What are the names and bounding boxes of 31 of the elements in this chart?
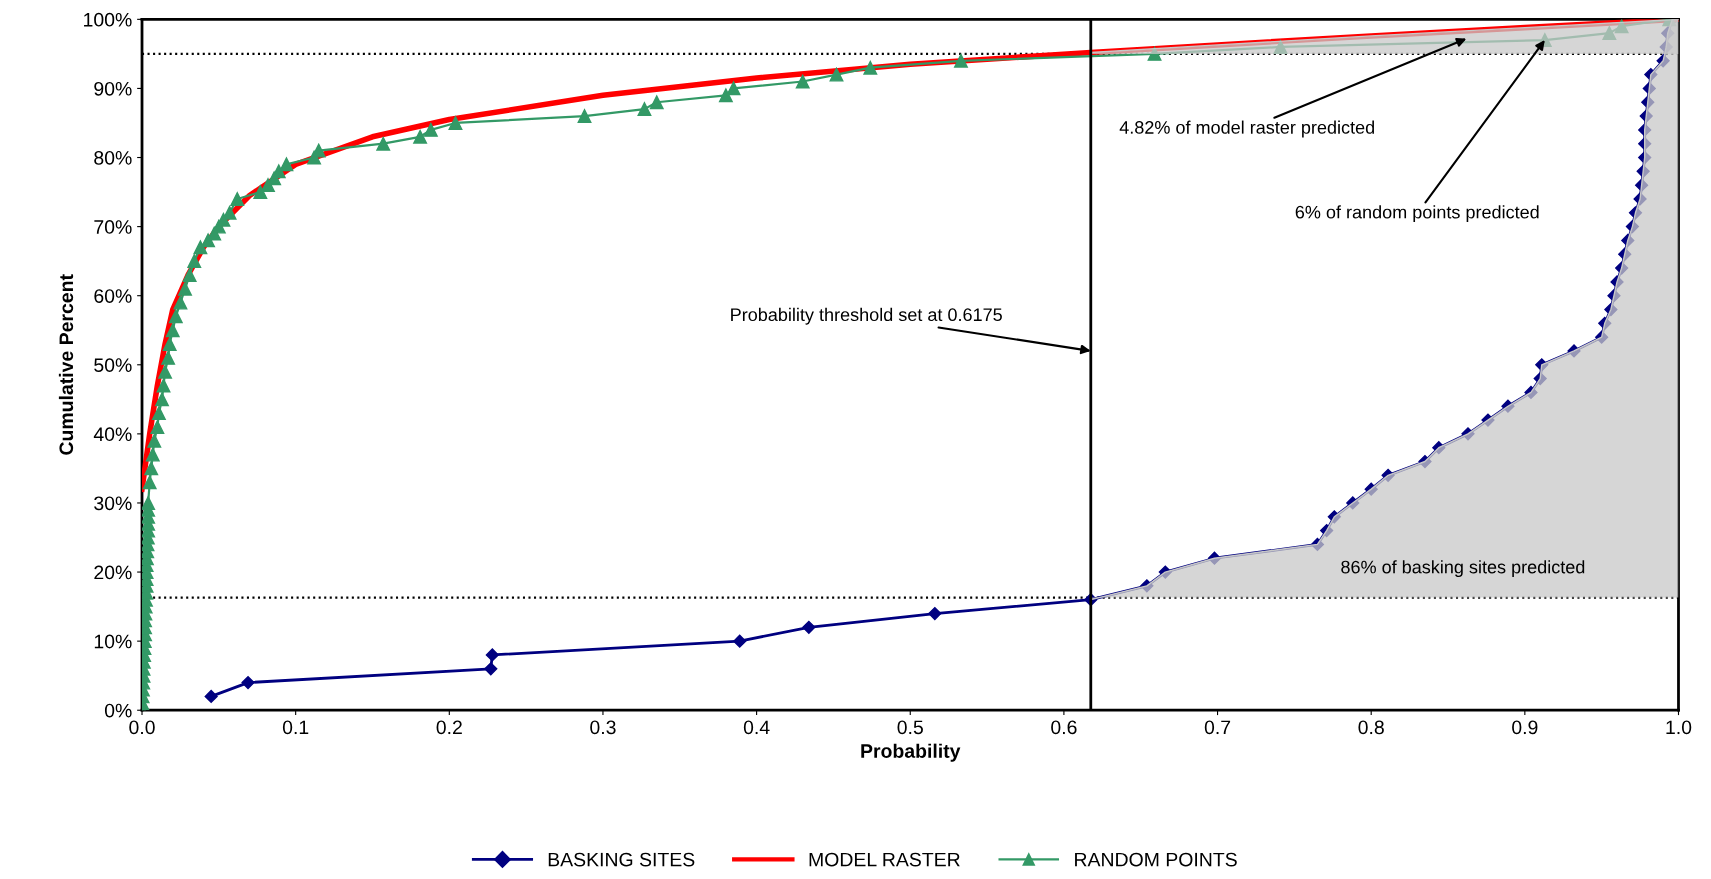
x-tick-label: 0.4 <box>743 720 770 735</box>
x-tick-label: 0.9 <box>1512 720 1538 735</box>
y-tick-label: 70% <box>94 220 132 234</box>
annotation: 6% of random points predicted <box>1295 205 1539 223</box>
x-tick-label: 0.5 <box>897 720 923 735</box>
y-tick-label: 0% <box>104 703 132 718</box>
x-tick-label: 0.6 <box>1051 720 1077 735</box>
legend-label: BASKING SITES <box>548 852 695 867</box>
x-tick-label: 1.0 <box>1666 720 1692 735</box>
x-tick-label: 0.2 <box>436 720 462 735</box>
x-tick-label: 0.8 <box>1358 720 1384 735</box>
y-tick-label: 40% <box>93 427 132 442</box>
y-tick-label: 50% <box>94 358 132 373</box>
y-tick-label: 80% <box>94 150 132 165</box>
legend-label: RANDOM POINTS <box>1075 852 1237 867</box>
y-axis-title: Cumulative Percent <box>58 274 74 455</box>
y-tick-label: 90% <box>94 81 132 96</box>
x-tick-label: 0.7 <box>1204 720 1231 735</box>
x-axis-title: Probability <box>861 743 961 762</box>
annotation: 4.82% of model raster predicted <box>1119 120 1374 138</box>
annotation: Probability threshold set at 0.6175 <box>731 307 1002 325</box>
y-tick-label: 100% <box>84 12 132 27</box>
y-tick-label: 10% <box>94 634 132 649</box>
legend-label: MODEL RASTER <box>809 852 960 867</box>
x-tick-label: 0.1 <box>282 720 309 735</box>
annotation: 86% of basking sites predicted <box>1341 560 1585 578</box>
y-tick-label: 20% <box>94 565 132 580</box>
x-tick-label: 0.3 <box>590 720 616 735</box>
y-tick-label: 60% <box>94 289 132 303</box>
y-tick-label: 30% <box>94 496 132 511</box>
x-tick-label: 0.0 <box>129 720 155 735</box>
